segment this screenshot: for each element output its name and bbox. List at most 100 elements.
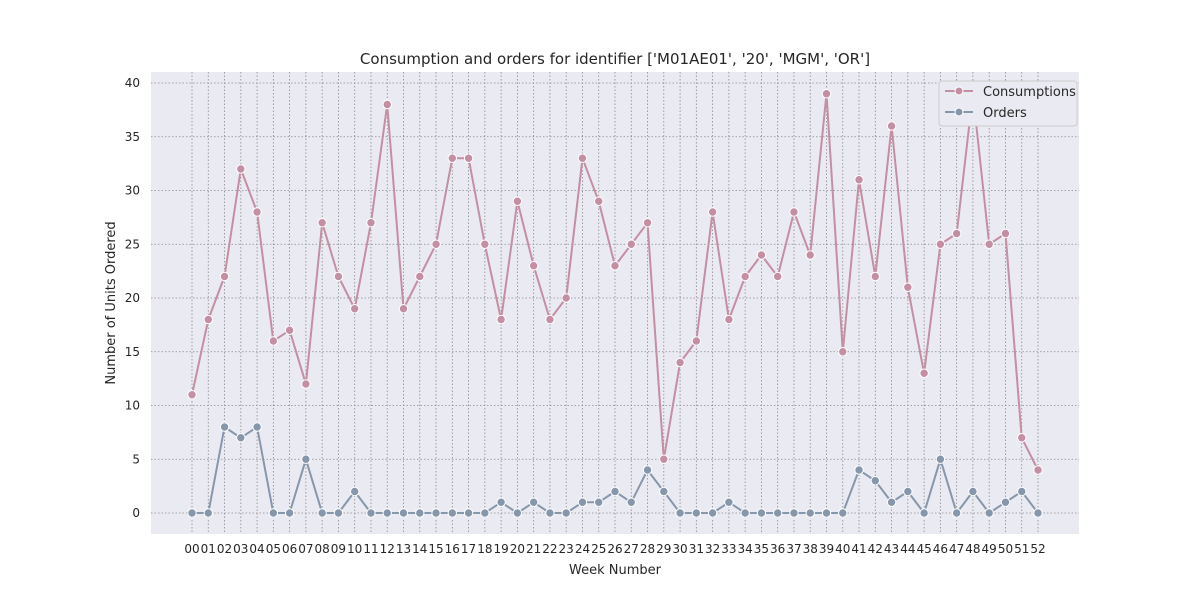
data-point-orders bbox=[968, 486, 978, 497]
data-point-consumptions bbox=[691, 336, 702, 346]
x-tick-label: 27 bbox=[624, 542, 639, 556]
x-tick-label: 24 bbox=[575, 542, 590, 556]
data-point-consumptions bbox=[1033, 465, 1043, 475]
data-point-orders bbox=[772, 508, 783, 518]
data-point-orders bbox=[463, 508, 474, 518]
data-point-orders bbox=[805, 508, 815, 518]
data-point-orders bbox=[252, 422, 262, 432]
x-tick-label: 20 bbox=[510, 542, 525, 556]
data-point-orders bbox=[415, 508, 425, 518]
data-point-consumptions bbox=[480, 239, 490, 249]
data-point-orders bbox=[756, 508, 767, 518]
x-tick-labels: 00 01 02 03 04 05 06 07 08 09 10 11 12 13 14 15 16 17 18 19… bbox=[184, 542, 1045, 556]
data-point-orders bbox=[333, 508, 344, 518]
data-point-orders bbox=[870, 476, 881, 486]
x-tick-label: 47 bbox=[949, 542, 964, 556]
data-point-orders bbox=[903, 486, 913, 497]
data-point-consumptions bbox=[317, 218, 327, 228]
y-tick-label: 0 bbox=[132, 506, 140, 520]
x-tick-label: 34 bbox=[738, 542, 753, 556]
legend-marker-orders bbox=[954, 107, 964, 117]
data-point-consumptions bbox=[707, 207, 718, 217]
x-tick-label: 42 bbox=[868, 542, 883, 556]
chart-title: Consumption and orders for identifier ['… bbox=[360, 50, 870, 68]
legend-label-orders: Orders bbox=[983, 106, 1027, 121]
data-point-consumptions bbox=[463, 153, 474, 163]
x-tick-label: 11 bbox=[363, 542, 378, 556]
x-tick-label: 14 bbox=[412, 542, 427, 556]
x-tick-label: 48 bbox=[965, 542, 980, 556]
data-point-orders bbox=[528, 497, 539, 507]
data-point-orders bbox=[675, 508, 685, 518]
data-point-orders bbox=[431, 508, 441, 518]
data-point-consumptions bbox=[821, 89, 832, 99]
data-point-orders bbox=[838, 508, 848, 518]
legend-marker-consumptions bbox=[954, 86, 964, 96]
x-tick-label: 39 bbox=[819, 542, 834, 556]
data-point-consumptions bbox=[724, 314, 734, 325]
data-point-orders bbox=[935, 454, 946, 464]
data-point-consumptions bbox=[512, 196, 523, 206]
data-point-orders bbox=[480, 508, 490, 518]
data-point-consumptions bbox=[349, 304, 360, 314]
data-point-consumptions bbox=[561, 293, 571, 303]
x-tick-label: 05 bbox=[266, 542, 281, 556]
data-point-orders bbox=[642, 465, 653, 475]
data-point-orders bbox=[740, 508, 750, 518]
x-tick-label: 33 bbox=[721, 542, 736, 556]
x-tick-label: 30 bbox=[672, 542, 687, 556]
y-tick-label: 35 bbox=[125, 130, 140, 144]
data-point-consumptions bbox=[577, 153, 588, 163]
x-tick-label: 18 bbox=[477, 542, 492, 556]
x-tick-label: 43 bbox=[884, 542, 899, 556]
x-tick-label: 50 bbox=[998, 542, 1013, 556]
data-point-orders bbox=[512, 508, 523, 518]
x-tick-label: 22 bbox=[542, 542, 557, 556]
data-point-consumptions bbox=[1017, 433, 1027, 443]
data-point-orders bbox=[626, 497, 636, 507]
x-tick-label: 49 bbox=[982, 542, 997, 556]
data-point-consumptions bbox=[642, 218, 653, 228]
data-point-consumptions bbox=[284, 325, 295, 335]
data-point-orders bbox=[984, 508, 994, 518]
x-tick-label: 10 bbox=[347, 542, 362, 556]
data-point-orders bbox=[577, 497, 588, 507]
x-tick-label: 26 bbox=[607, 542, 622, 556]
data-point-orders bbox=[919, 508, 929, 518]
x-axis-title: Week Number bbox=[569, 563, 662, 578]
y-tick-label: 30 bbox=[125, 184, 140, 198]
x-tick-label: 40 bbox=[835, 542, 850, 556]
data-point-consumptions bbox=[187, 390, 197, 400]
data-point-orders bbox=[382, 508, 392, 518]
x-tick-label: 03 bbox=[233, 542, 248, 556]
data-point-orders bbox=[187, 508, 197, 518]
x-tick-label: 08 bbox=[315, 542, 330, 556]
data-point-orders bbox=[317, 508, 327, 518]
data-point-orders bbox=[301, 454, 311, 464]
x-tick-label: 28 bbox=[640, 542, 655, 556]
data-point-consumptions bbox=[431, 239, 441, 249]
data-point-orders bbox=[1000, 497, 1011, 507]
x-tick-label: 25 bbox=[591, 542, 606, 556]
data-point-consumptions bbox=[935, 239, 946, 249]
data-point-consumptions bbox=[545, 314, 555, 325]
series-layer bbox=[187, 89, 1043, 518]
data-point-orders bbox=[398, 508, 409, 518]
x-tick-label: 13 bbox=[396, 542, 411, 556]
data-point-consumptions bbox=[854, 175, 864, 185]
data-point-orders bbox=[447, 508, 458, 518]
data-point-consumptions bbox=[382, 99, 392, 110]
x-tick-label: 45 bbox=[916, 542, 931, 556]
data-point-orders bbox=[854, 465, 864, 475]
x-tick-label: 19 bbox=[493, 542, 508, 556]
x-tick-label: 38 bbox=[803, 542, 818, 556]
grid bbox=[151, 72, 1079, 534]
data-point-orders bbox=[284, 508, 295, 518]
y-tick-label: 25 bbox=[125, 237, 140, 251]
data-point-orders bbox=[268, 508, 279, 518]
data-point-orders bbox=[594, 497, 604, 507]
data-point-orders bbox=[821, 508, 832, 518]
data-point-orders bbox=[707, 508, 718, 518]
data-point-orders bbox=[219, 422, 230, 432]
data-point-consumptions bbox=[301, 379, 311, 389]
